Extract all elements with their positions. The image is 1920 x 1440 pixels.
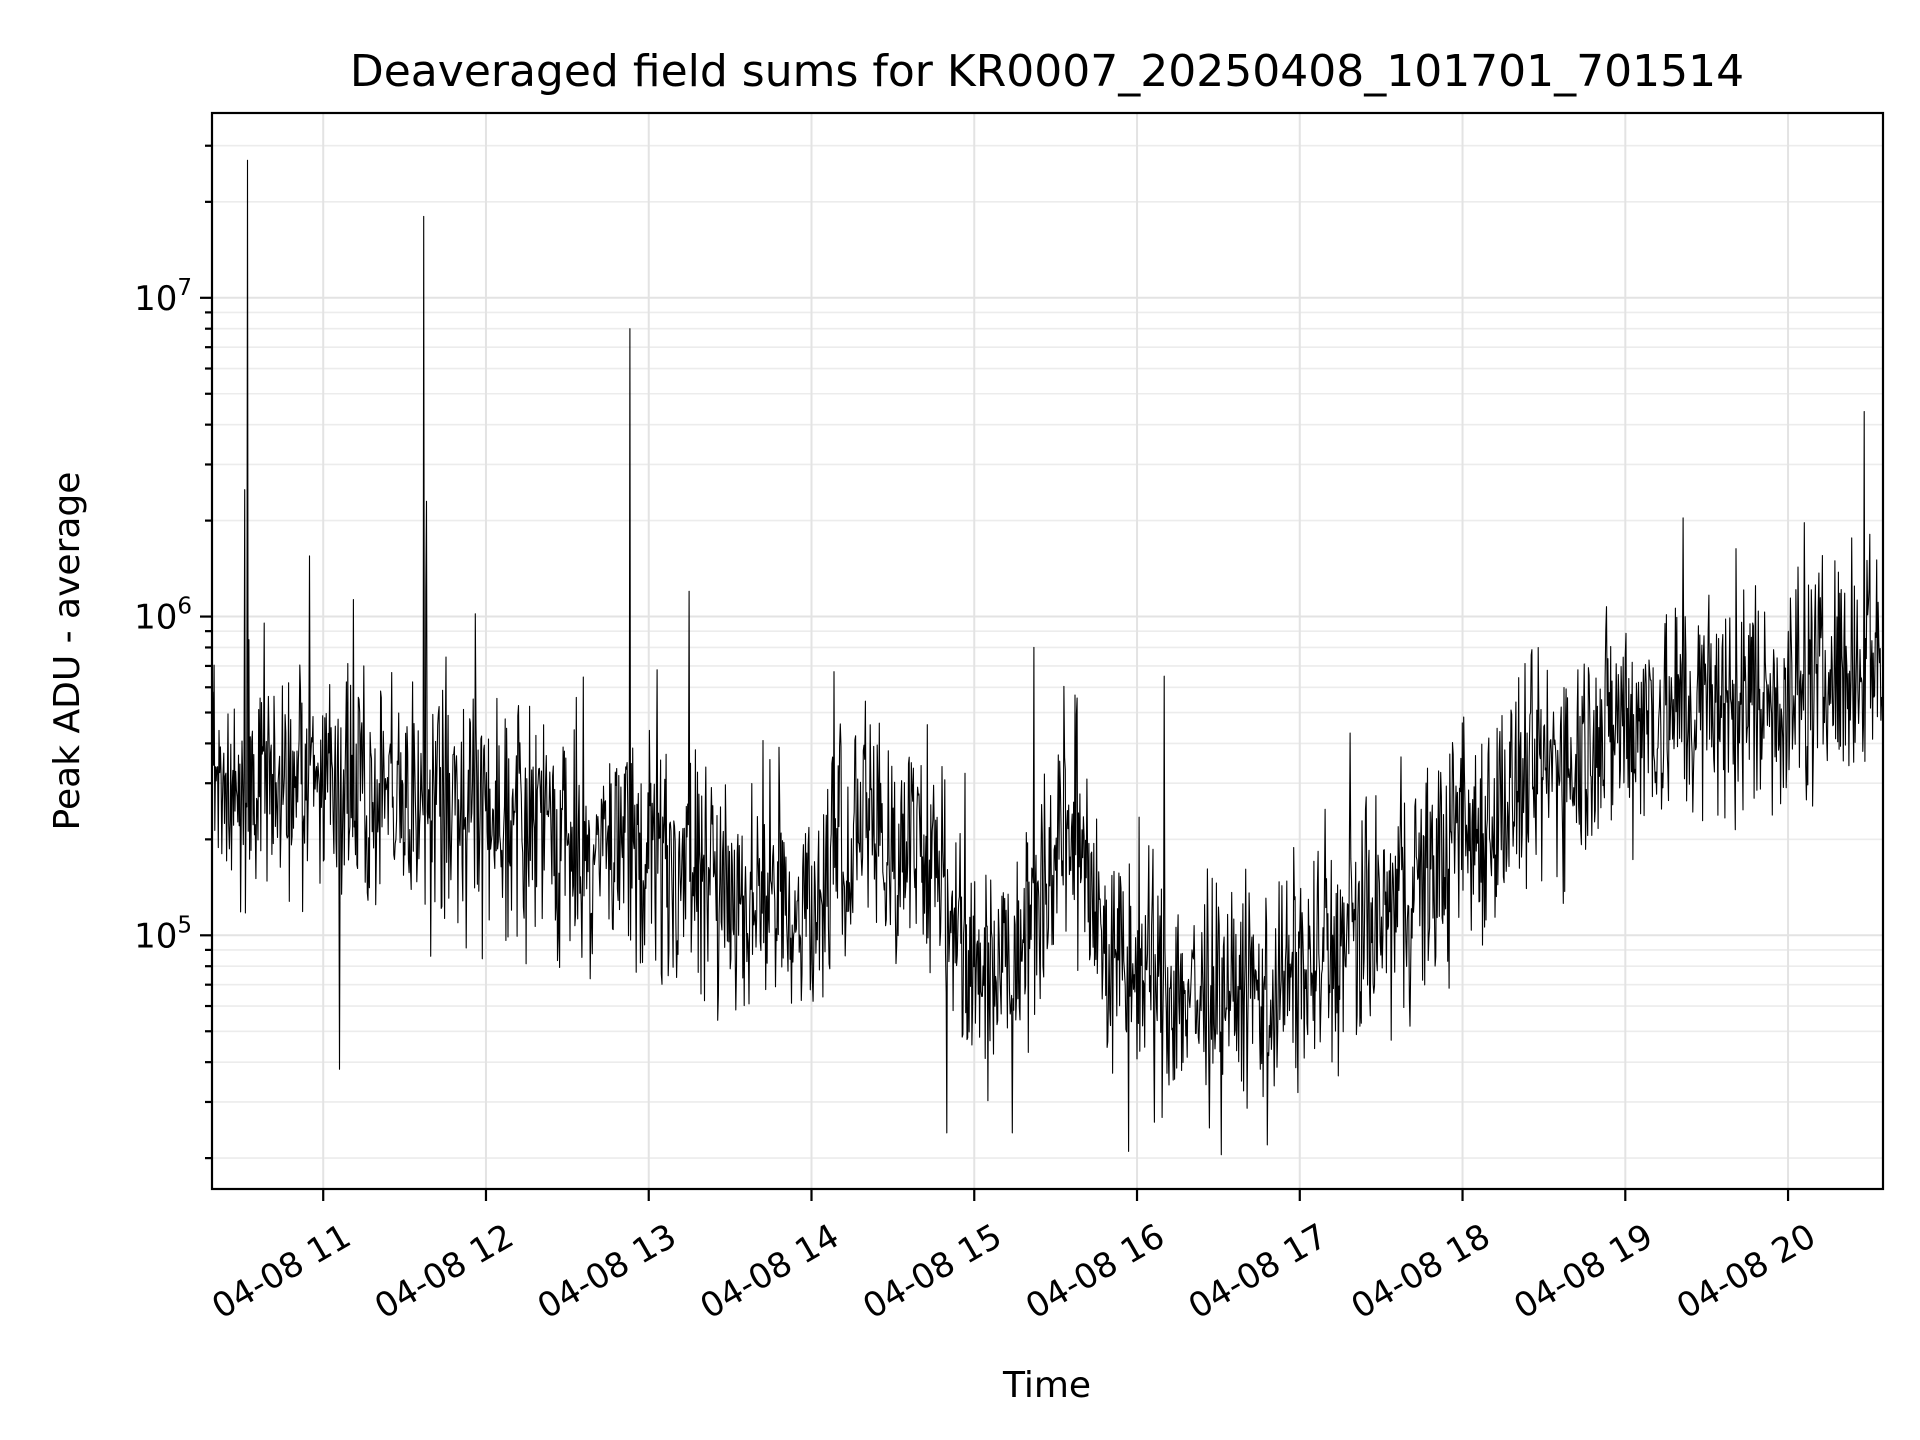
y-tick-base: 10 [134,916,177,956]
y-tick-label: 106 [134,594,192,638]
x-tick-label: 04-08 12 [368,1216,520,1327]
x-tick-label: 04-08 15 [856,1216,1008,1327]
plot-frame [210,111,1885,1191]
x-tick-label: 04-08 20 [1670,1216,1822,1327]
x-tick-label: 04-08 17 [1182,1216,1334,1327]
x-tick-label: 04-08 13 [531,1216,683,1327]
grid-layer [212,113,1883,1189]
y-tick-exponent: 6 [177,594,192,620]
x-tick-label: 04-08 18 [1345,1216,1497,1327]
y-tick-exponent: 7 [177,275,192,301]
y-axis-label: Peak ADU - average [47,472,88,831]
x-tick-label: 04-08 19 [1507,1216,1659,1327]
y-tick-base: 10 [134,279,177,319]
y-tick-label: 107 [134,275,192,319]
series-line [211,159,1884,1156]
y-tick-base: 10 [134,598,177,638]
x-tick-label: 04-08 14 [694,1216,846,1327]
y-tick-label: 105 [134,912,192,956]
x-tick-label: 04-08 11 [205,1216,357,1327]
x-tick-label: 04-08 16 [1019,1216,1171,1327]
x-axis-label: Time [1002,1365,1091,1406]
series-layer [211,159,1884,1156]
chart-title: Deaveraged field sums for KR0007_2025040… [350,46,1744,97]
y-tick-exponent: 5 [177,912,192,938]
